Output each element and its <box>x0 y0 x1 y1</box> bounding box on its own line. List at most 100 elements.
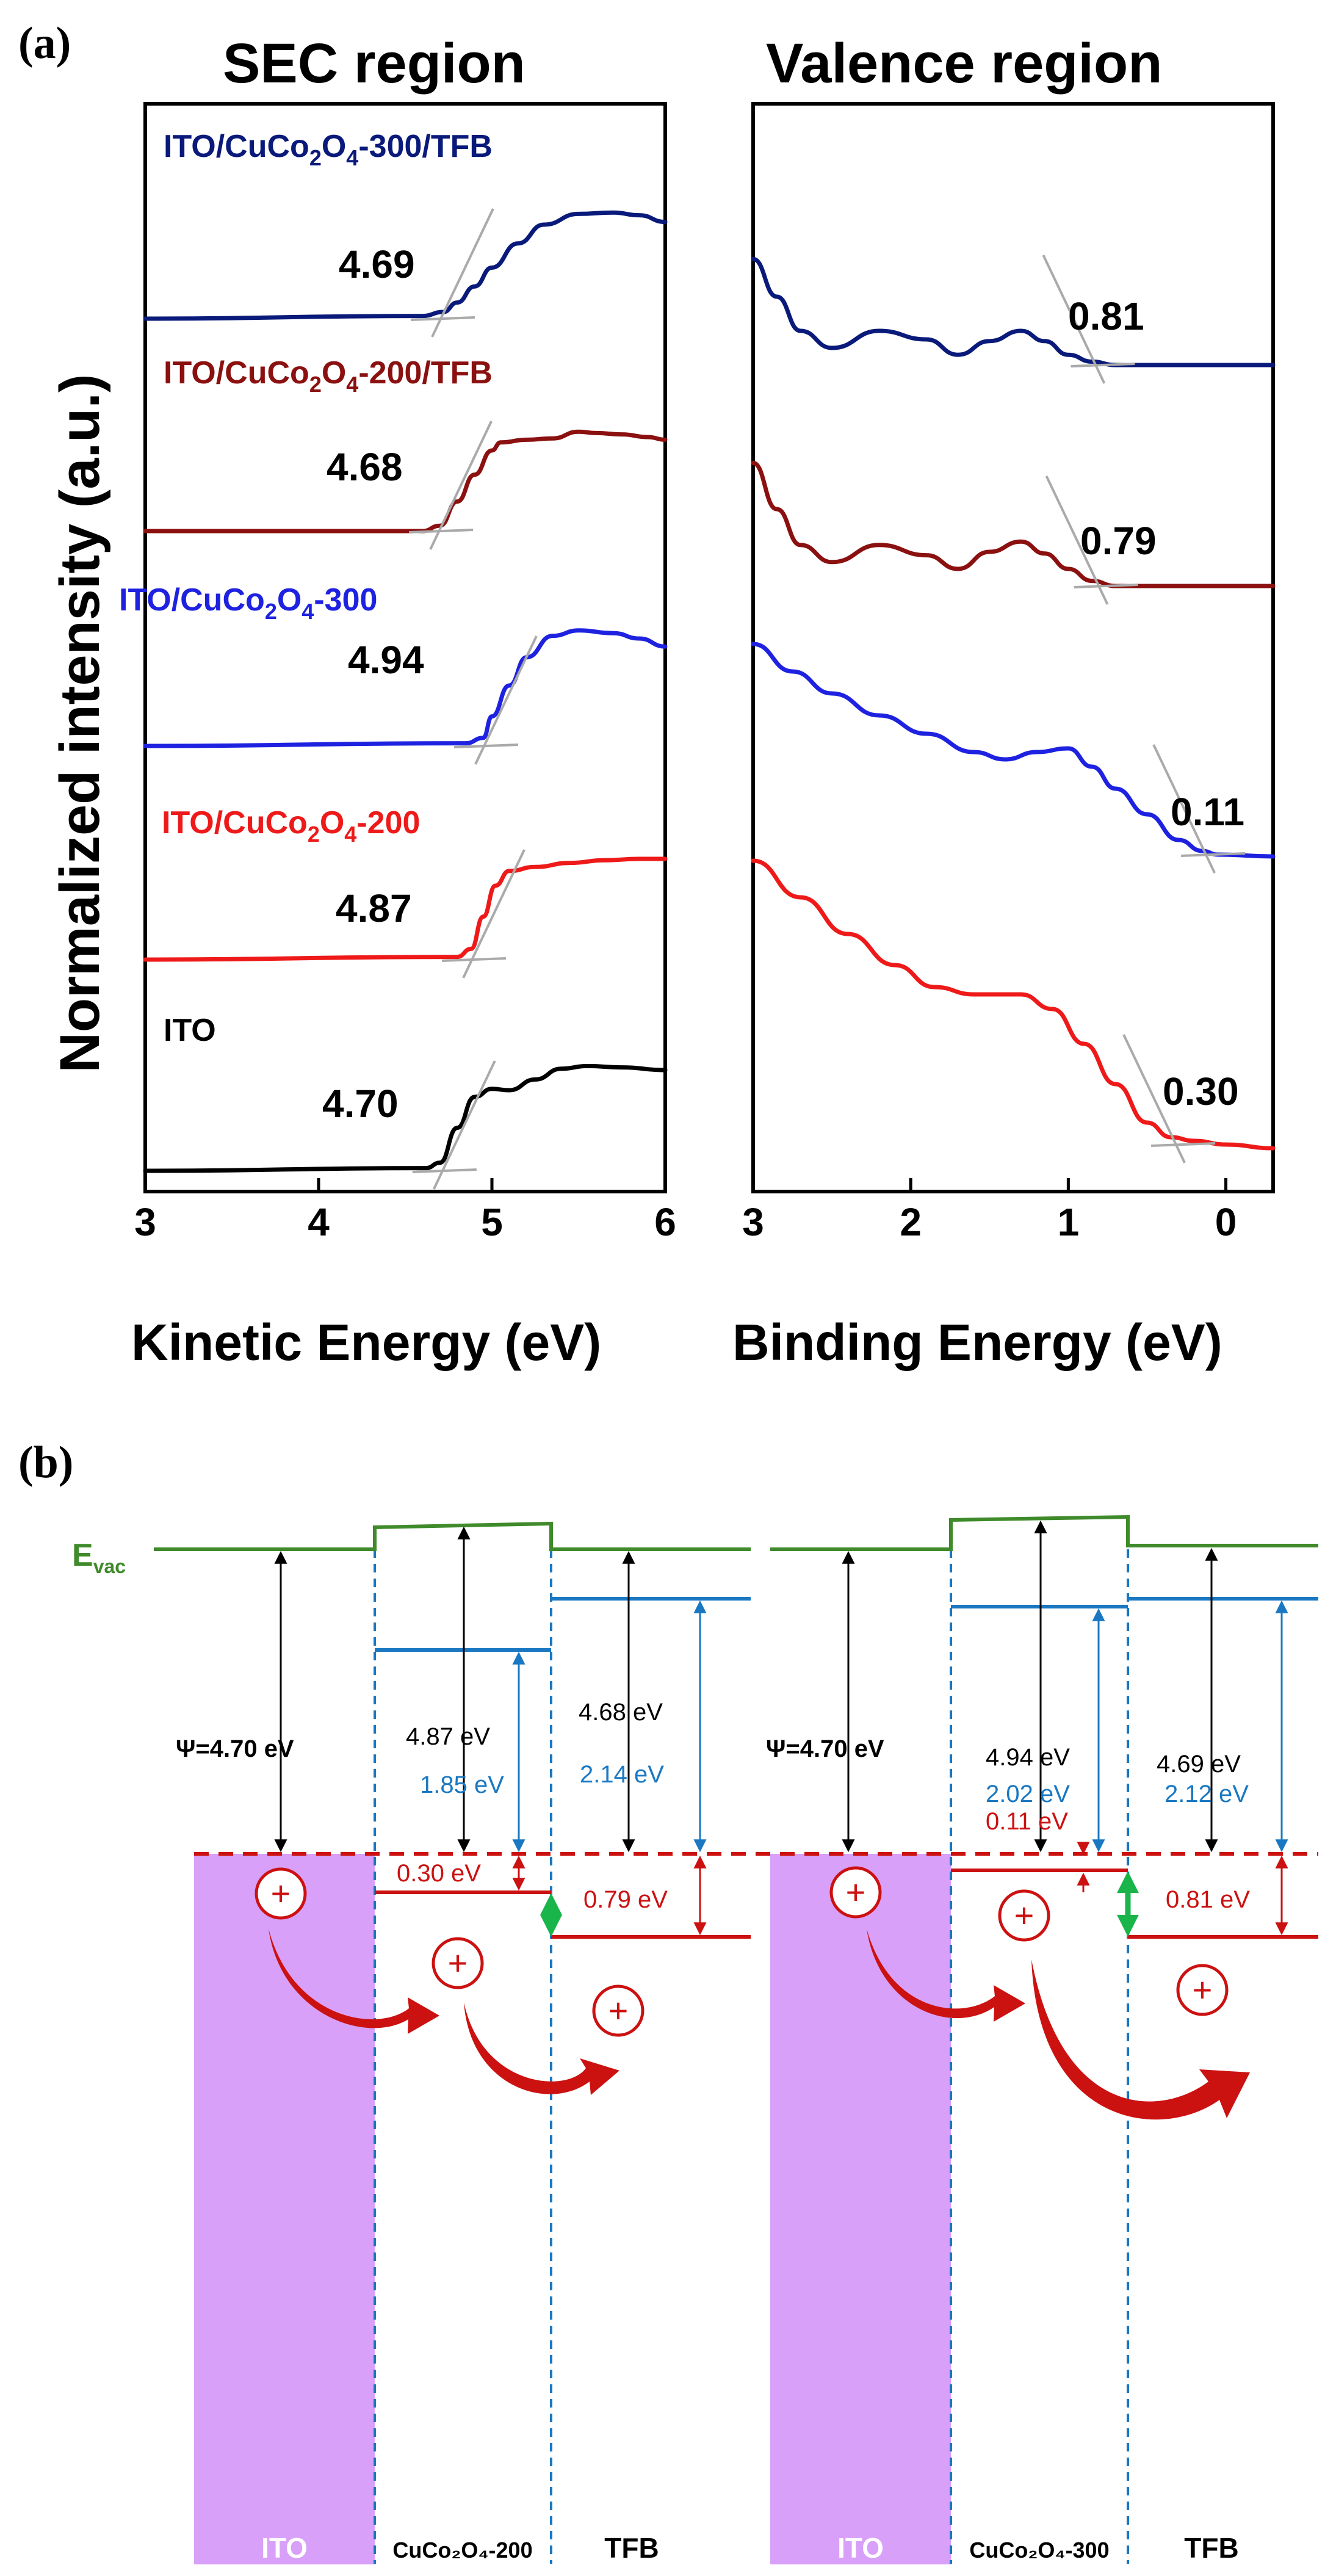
baseline-fit-val-3 <box>1151 1142 1216 1147</box>
left-tfb-blue: 2.14 eV <box>580 1761 664 1788</box>
sec-value-cuco200: 4.87 <box>336 886 412 930</box>
right-label-ito: ITO <box>837 2532 884 2564</box>
sec-value-cuco300: 4.94 <box>348 638 424 682</box>
sec-x-ticks: 3 4 5 6 <box>134 1178 676 1244</box>
svg-text:+: + <box>1193 1970 1213 2009</box>
edge-fit-val-2 <box>1152 744 1216 874</box>
red-levels <box>375 1869 1318 1939</box>
interfaces <box>374 1549 1129 2564</box>
svg-text:+: + <box>271 1874 291 1912</box>
arrow-ito-to-cuco-right <box>867 1929 1025 2022</box>
left-cuco-blue: 1.85 eV <box>420 1771 504 1798</box>
sec-label-cuco300-tfb: ITO/CuCo2O4-300/TFB <box>164 129 493 170</box>
arrow-cuco-to-tfb-left <box>464 2002 619 2095</box>
left-cuco-red: 0.30 eV <box>397 1860 481 1887</box>
sec-value-ito: 4.70 <box>322 1082 399 1126</box>
valence-curves <box>751 255 1276 1163</box>
curve-sec-1 <box>143 429 668 534</box>
green-arrows <box>540 1871 1139 1937</box>
curve-sec-3 <box>143 856 668 962</box>
evac-level <box>154 1514 1318 1551</box>
x-tick-label: 1 <box>1058 1200 1080 1244</box>
right-ito-wf: Ψ=4.70 eV <box>766 1735 884 1762</box>
right-tfb-blue: 2.12 eV <box>1164 1781 1249 1807</box>
x-tick-label: 6 <box>654 1200 676 1244</box>
baseline-fit-sec-1 <box>409 529 474 534</box>
hole-circles: + + + + + + <box>255 1866 1229 2037</box>
wf-arrows <box>274 1520 1218 1853</box>
edge-fit-sec-4 <box>432 1060 496 1190</box>
curve-val-1 <box>751 460 1276 588</box>
ito-box-right <box>770 1854 951 2564</box>
evac-label: Evac <box>72 1538 126 1577</box>
sec-value-cuco300-tfb: 4.69 <box>339 242 415 286</box>
svg-text:+: + <box>608 1991 629 2030</box>
arrow-cuco-to-tfb-right <box>1031 1959 1250 2120</box>
curve-val-3 <box>751 858 1276 1151</box>
left-ito-wf: Ψ=4.70 eV <box>176 1735 294 1762</box>
right-tfb-wf: 4.69 eV <box>1157 1751 1241 1778</box>
baseline-fit-val-2 <box>1181 852 1246 857</box>
blue-arrows <box>512 1600 1288 1853</box>
val-value-cuco200-tfb: 0.79 <box>1080 519 1157 563</box>
curve-sec-0 <box>143 210 668 321</box>
valence-plot-frame <box>751 102 1275 1193</box>
sec-value-cuco200-tfb: 4.68 <box>327 445 403 489</box>
edge-fit-sec-1 <box>429 421 493 550</box>
val-value-cuco300-tfb: 0.81 <box>1068 294 1144 338</box>
baseline-fit-sec-4 <box>412 1168 477 1173</box>
right-label-tfb: TFB <box>1184 2532 1238 2564</box>
left-tfb-wf: 4.68 eV <box>579 1699 663 1726</box>
curve-sec-4 <box>143 1063 668 1173</box>
baseline-fit-sec-0 <box>410 316 475 321</box>
edge-fit-sec-3 <box>462 849 525 979</box>
baseline-fit-sec-3 <box>442 957 507 962</box>
sec-label-cuco200: ITO/CuCo2O4-200 <box>162 805 420 847</box>
valence-title: Valence region <box>766 32 1162 95</box>
right-label-cuco: CuCo₂O₄-300 <box>969 2538 1109 2563</box>
baseline-fit-val-1 <box>1074 584 1138 588</box>
edge-fit-val-1 <box>1045 476 1109 605</box>
valence-x-ticks: 3 2 1 0 <box>742 1178 1237 1244</box>
x-tick-label: 2 <box>900 1200 922 1244</box>
hole-left-ito: + <box>255 1867 307 1920</box>
x-tick-label: 0 <box>1215 1200 1237 1244</box>
right-cuco-wf: 4.94 eV <box>986 1744 1070 1771</box>
svg-text:+: + <box>448 1944 468 1982</box>
edge-fit-sec-2 <box>474 635 538 765</box>
baseline-fit-val-0 <box>1071 363 1135 367</box>
right-tfb-red: 0.81 eV <box>1166 1886 1250 1913</box>
x-tick-label: 5 <box>481 1200 503 1244</box>
valence-x-label: Binding Energy (eV) <box>732 1314 1222 1371</box>
transfer-arrows <box>269 1929 1250 2120</box>
sec-curves <box>143 208 668 1190</box>
hole-right-tfb: + <box>1176 1964 1229 2016</box>
panel-a-label: (a) <box>18 18 71 68</box>
svg-text:+: + <box>846 1873 866 1911</box>
panel-b-label: (b) <box>18 1438 73 1488</box>
x-tick-label: 3 <box>742 1200 764 1244</box>
sec-x-label: Kinetic Energy (eV) <box>131 1314 601 1371</box>
baseline-fit-sec-2 <box>453 743 519 748</box>
edge-fit-sec-0 <box>431 208 494 338</box>
sec-label-cuco300: ITO/CuCo2O4-300 <box>119 582 377 624</box>
right-cuco-blue: 2.02 eV <box>986 1781 1070 1807</box>
sec-label-ito: ITO <box>164 1013 216 1048</box>
blue-levels <box>375 1597 1318 1652</box>
y-axis-label: Normalized intensity (a.u.) <box>49 374 111 1073</box>
curve-val-0 <box>751 256 1276 367</box>
left-label-cuco: CuCo₂O₄-200 <box>392 2538 532 2563</box>
left-label-ito: ITO <box>261 2532 308 2564</box>
hole-right-ito: + <box>829 1866 882 1919</box>
right-cuco-red: 0.11 eV <box>986 1808 1068 1835</box>
arrow-ito-to-cuco-left <box>269 1929 439 2034</box>
val-value-cuco200: 0.30 <box>1163 1069 1239 1113</box>
x-tick-label: 3 <box>134 1200 156 1244</box>
edge-fit-val-0 <box>1042 255 1106 384</box>
hole-left-tfb: + <box>592 1984 645 2037</box>
hole-right-cuco: + <box>998 1889 1050 1942</box>
sec-label-cuco200-tfb: ITO/CuCo2O4-200/TFB <box>164 355 493 397</box>
red-arrows <box>512 1855 1288 1936</box>
left-tfb-red: 0.79 eV <box>583 1886 668 1913</box>
